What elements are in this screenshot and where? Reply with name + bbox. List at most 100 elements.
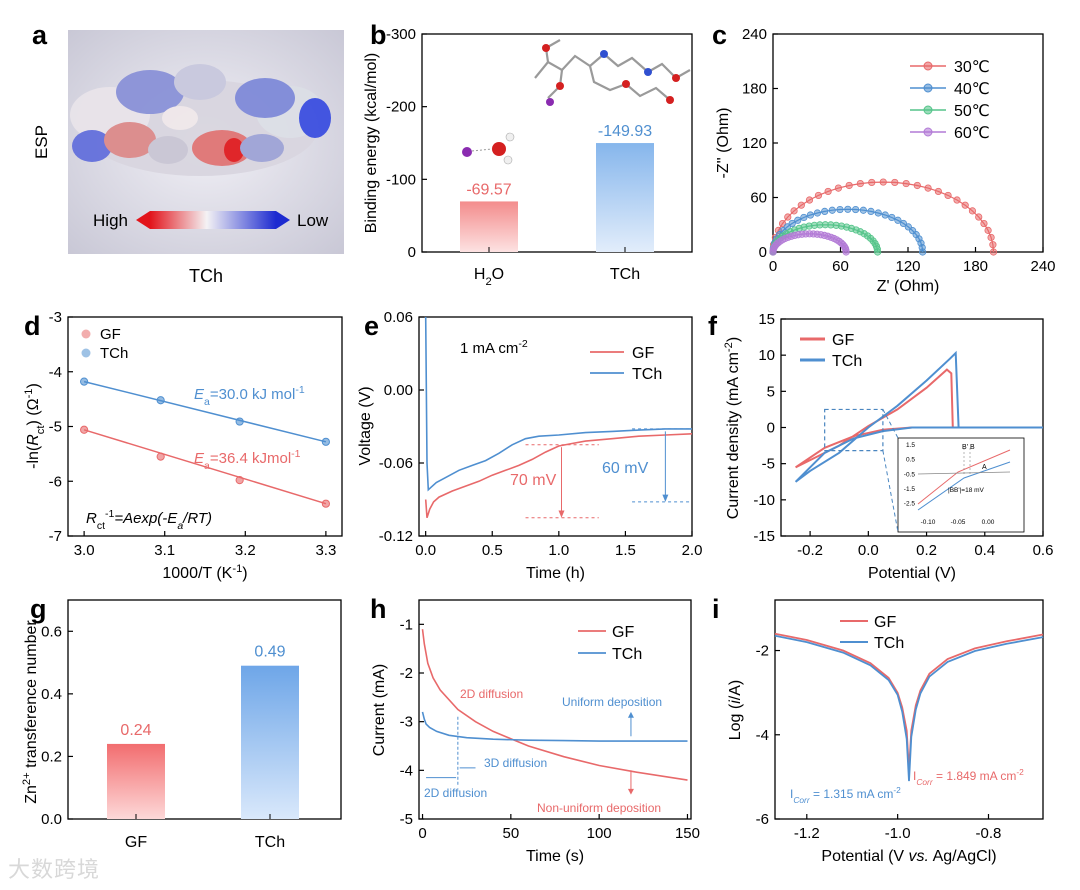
panel-b-ytick-label: -100 bbox=[386, 171, 416, 188]
panel-h-legend-label: TCh bbox=[612, 646, 642, 663]
panel-b-bar-value: -149.93 bbox=[598, 123, 652, 140]
panel-e-xtick-label: 2.0 bbox=[682, 542, 703, 559]
panel-h-ylabel: Current (mA) bbox=[371, 664, 388, 756]
panel-label-c: c bbox=[712, 20, 727, 50]
panel-c-legend-label: 40℃ bbox=[954, 81, 990, 98]
panel-d-point bbox=[80, 425, 89, 434]
panel-f-ytick-label: -5 bbox=[762, 456, 775, 473]
panel-c-legend-marker bbox=[923, 83, 933, 93]
panel-h-xtick-label: 150 bbox=[675, 825, 700, 842]
panel-e-ytick-label: -0.06 bbox=[379, 455, 413, 472]
panel-i-ylabel: Log (i/A) bbox=[727, 680, 744, 740]
panel-f-zoom-box bbox=[824, 408, 884, 452]
panel-f-inset-a-label: A bbox=[982, 464, 987, 471]
panel-g-ytick-label: 0.6 bbox=[41, 623, 62, 640]
panel-d-fit-line bbox=[83, 429, 327, 505]
panel-c-point bbox=[856, 179, 864, 188]
panel-f-zoom-connector bbox=[882, 450, 899, 533]
panel-c-point bbox=[891, 178, 899, 187]
panel-d-xtick-label: 3.3 bbox=[315, 542, 336, 559]
panel-c-point bbox=[902, 179, 910, 188]
panel-f-ytick-label: -10 bbox=[753, 492, 775, 509]
panel-h: -5 -4 -3 -2 -1 0 50 100 150 GF TCh 2D diffusion Unif… bbox=[371, 599, 700, 865]
panel-e-xtick-label: 0.5 bbox=[482, 542, 503, 559]
panel-g-xtick-label: GF bbox=[125, 834, 147, 851]
panel-d-fit-line bbox=[83, 380, 327, 443]
panel-e-legend-label: GF bbox=[632, 345, 654, 362]
panel-c-point bbox=[794, 216, 802, 224]
panel-b: 0 -100 -200 -300 -69.57 H2O -149.93 TCh Binding … bbox=[363, 26, 693, 288]
panel-c-point bbox=[989, 248, 998, 256]
panel-h-uniform-arrowhead bbox=[627, 711, 634, 718]
panel-i-series-tch bbox=[774, 634, 1044, 782]
panel-f-zoom-connector bbox=[882, 409, 899, 439]
panel-d-legend-label: GF bbox=[100, 326, 121, 343]
panel-b-h2o-molecule bbox=[462, 132, 515, 165]
panel-label-f: f bbox=[708, 311, 718, 341]
panel-h-series-tch bbox=[421, 711, 688, 742]
panel-e-legend-label: TCh bbox=[632, 366, 662, 383]
panel-f-xtick-label: 0.6 bbox=[1033, 542, 1054, 559]
panel-c-legend-marker bbox=[923, 127, 933, 137]
panel-d-tch-ea: Ea=30.0 kJ mol-1 bbox=[194, 384, 305, 408]
panel-g-bar-gf bbox=[107, 743, 165, 819]
panel-c-point bbox=[784, 213, 792, 221]
panel-h-uniform-label: Uniform deposition bbox=[562, 695, 662, 709]
panel-b-ytick-label: 0 bbox=[408, 244, 416, 261]
panel-g-ytick-label: 0.0 bbox=[41, 811, 62, 828]
panel-d-gf-ea: Ea=36.4 kJmol-1 bbox=[194, 448, 301, 472]
panel-c-point bbox=[881, 211, 889, 219]
panel-c-point bbox=[813, 209, 821, 217]
panel-h-ytick-label: -5 bbox=[400, 811, 413, 828]
panel-c-ytick-label: 120 bbox=[742, 135, 767, 152]
esp-scale-low: Low bbox=[297, 211, 329, 230]
panel-d-point bbox=[80, 377, 89, 386]
panel-f-inset-note: |BB'|=18 mV bbox=[948, 487, 985, 494]
panel-d-ytick-label: -7 bbox=[49, 528, 62, 545]
panel-d-ytick-label: -5 bbox=[49, 419, 62, 436]
panel-c-point bbox=[852, 205, 860, 214]
panel-h-legend-label: GF bbox=[612, 624, 634, 641]
panel-b-ytick-label: -200 bbox=[386, 99, 416, 116]
panel-c: 0 60 120 180 240 0 60 120 180 240 30℃ 40℃ 50℃ 60℃ Z' (… bbox=[715, 26, 1056, 295]
panel-d-point bbox=[156, 396, 165, 405]
panel-d-xtick-label: 3.1 bbox=[154, 542, 175, 559]
panel-c-point bbox=[778, 219, 787, 228]
panel-h-series-gf bbox=[421, 629, 688, 781]
panel-i-tch-icorr: ICorr = 1.315 mA cm-2 bbox=[790, 785, 901, 805]
panel-c-point bbox=[867, 207, 875, 215]
panel-c-point bbox=[879, 178, 887, 186]
panel-h-gf-2d-label: 2D diffusion bbox=[460, 687, 523, 701]
panel-f-inset-xtick-label: 0.00 bbox=[982, 519, 995, 526]
panel-c-point bbox=[797, 201, 805, 209]
panel-i: -6 -4 -2 -1.2 -1.0 -0.8 GF TCh ICorr = 1.849 mA … bbox=[727, 599, 1044, 865]
panel-h-xtick-label: 50 bbox=[503, 825, 520, 842]
panel-c-point bbox=[899, 219, 908, 228]
panel-e: -0.12 -0.06 0.00 0.06 0.0 0.5 1.0 1.5 2.0 GF TCh 1 … bbox=[357, 309, 702, 582]
panel-b-bar-tch bbox=[596, 143, 654, 252]
panel-c-xtick-label: 240 bbox=[1030, 258, 1055, 275]
panel-d-point bbox=[321, 437, 330, 446]
panel-c-point bbox=[828, 206, 836, 214]
panel-c-point bbox=[788, 219, 796, 228]
panel-d-ytick-label: -4 bbox=[49, 364, 62, 381]
panel-g-axes-frame bbox=[67, 599, 342, 820]
panel-b-ylabel: Binding energy (kcal/mol) bbox=[363, 53, 380, 234]
panel-g-xtick-label: TCh bbox=[255, 834, 285, 851]
panel-c-legend-label: 50℃ bbox=[954, 103, 990, 120]
panel-d-formula: Rct-1=Aexp(-Ea/RT) bbox=[86, 508, 212, 532]
panel-c-xtick-label: 60 bbox=[832, 258, 849, 275]
panel-c-axes-frame bbox=[772, 33, 1044, 253]
panel-h-tch-3d-label: 3D diffusion bbox=[484, 756, 547, 770]
panel-c-point bbox=[961, 201, 969, 209]
panel-d: -7 -6 -5 -4 -3 3.0 3.1 3.2 3.3 GF TCh Ea=30.0 kJ mo… bbox=[23, 309, 343, 582]
panel-d-ylabel: -ln(Rct) (Ω-1) bbox=[23, 383, 47, 469]
panel-e-ylabel: Voltage (V) bbox=[357, 386, 374, 465]
panel-i-ytick-label: -2 bbox=[756, 643, 769, 660]
panel-h-ytick-label: -3 bbox=[400, 714, 413, 731]
panel-g-ytick-label: 0.2 bbox=[41, 748, 62, 765]
panel-e-xtick-label: 1.0 bbox=[548, 542, 569, 559]
panel-c-point bbox=[834, 184, 843, 192]
panel-i-xtick-label: -0.8 bbox=[976, 825, 1002, 842]
panel-h-axes-frame bbox=[418, 599, 692, 820]
